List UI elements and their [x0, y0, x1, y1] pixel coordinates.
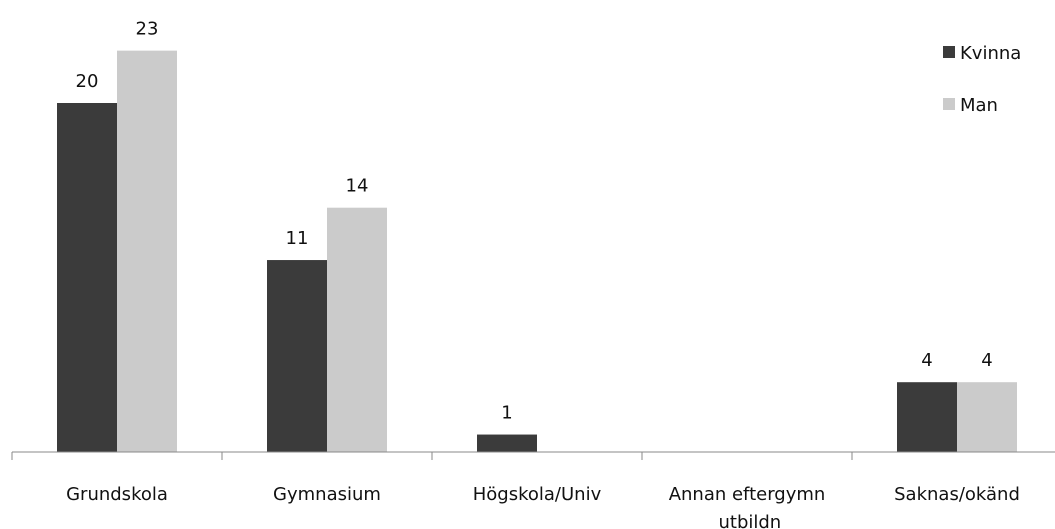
- data-label: 20: [76, 71, 99, 92]
- bar: [957, 382, 1017, 452]
- bar: [897, 382, 957, 452]
- bar: [267, 260, 327, 452]
- x-tick-label: Saknas/okänd: [894, 484, 1020, 505]
- data-label: 4: [921, 350, 932, 371]
- data-label: 4: [981, 350, 992, 371]
- legend-label: Man: [960, 95, 998, 116]
- bar: [327, 207, 387, 452]
- legend-swatch: [943, 98, 955, 110]
- x-tick-label: Gymnasium: [273, 484, 381, 505]
- bar: [477, 434, 537, 452]
- x-tick-label: Annan eftergymn utbildn: [669, 484, 826, 529]
- data-label: 23: [136, 19, 159, 40]
- data-label: 14: [346, 176, 369, 197]
- bar: [57, 103, 117, 452]
- data-label: 11: [286, 228, 309, 249]
- data-label: 1: [501, 403, 512, 424]
- x-tick-label: Grundskola: [66, 484, 168, 505]
- x-tick-label: Högskola/Univ: [473, 484, 602, 505]
- legend-swatch: [943, 46, 955, 58]
- legend-label: Kvinna: [960, 43, 1021, 64]
- bar: [117, 50, 177, 453]
